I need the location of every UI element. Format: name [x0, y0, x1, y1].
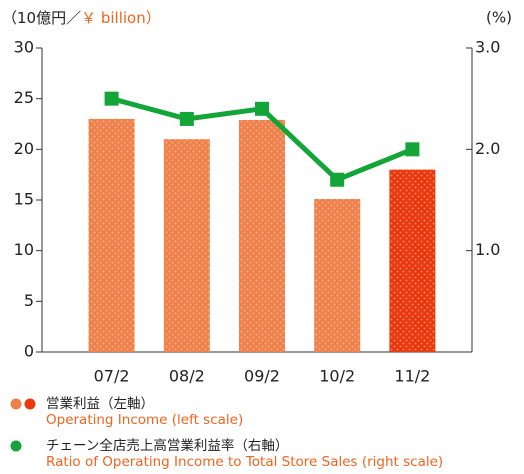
unit-label: （10億円／￥ billion） — [2, 9, 161, 27]
marker — [330, 172, 345, 187]
bar-texture — [163, 139, 210, 352]
y-tick-label: 30 — [14, 38, 34, 57]
marker — [179, 111, 194, 126]
y2-unit-label: (%) — [486, 9, 512, 27]
x-tick-label: 11/2 — [394, 367, 430, 386]
marker — [104, 91, 119, 106]
unit-label-en: ￥ billion） — [81, 9, 161, 27]
legend-label-ja: 営業利益（左軸） — [46, 396, 154, 412]
y-tick-label: 15 — [14, 190, 34, 209]
unit-label-ja: （10億円／ — [2, 9, 81, 27]
y-tick-label: 10 — [14, 240, 34, 259]
marker — [255, 101, 269, 116]
y2-tick-label: 1.0 — [475, 240, 500, 259]
legend-swatch — [24, 398, 36, 410]
bar-texture — [239, 119, 285, 353]
legend-label: Ratio of Operating Income to Total Store… — [46, 454, 443, 470]
legend-label: Operating Income (left scale) — [46, 412, 243, 428]
y-tick-label: 20 — [14, 139, 34, 158]
y-tick-label: 5 — [24, 291, 34, 310]
marker — [405, 142, 420, 157]
x-tick-label: 08/2 — [169, 367, 205, 386]
y2-tick-label: 2.0 — [475, 139, 500, 158]
legend-label-ja: チェーン全店売上高営業利益率（右軸） — [46, 437, 288, 454]
y-tick-label: 25 — [14, 88, 34, 107]
y-tick-label: 0 — [24, 342, 34, 361]
x-tick-label: 09/2 — [244, 367, 280, 386]
x-tick-label: 10/2 — [319, 367, 355, 386]
bar-texture — [88, 118, 135, 352]
legend-swatch — [10, 440, 22, 452]
bar-texture — [389, 169, 436, 352]
x-tick-label: 07/2 — [94, 367, 130, 386]
y2-tick-label: 3.0 — [475, 38, 500, 57]
legend-swatch — [10, 398, 22, 410]
bar-texture — [314, 198, 361, 352]
